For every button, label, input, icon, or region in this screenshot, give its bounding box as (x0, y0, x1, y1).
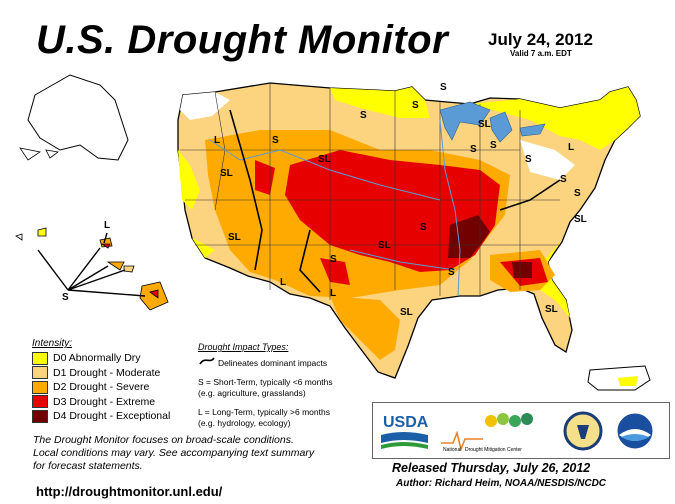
legend-label: D1 Drought - Moderate (53, 366, 161, 379)
svg-text:Drought Mitigation Center: Drought Mitigation Center (465, 447, 522, 453)
legend-swatch (32, 380, 48, 394)
note-line: for forecast statements. (33, 460, 143, 472)
impact-label-s-4: S (440, 82, 447, 93)
impact-label-sl-4: SL (220, 168, 233, 179)
legend-item: D1 Drought - Moderate (32, 366, 222, 381)
map-title: U.S. Drought Monitor (36, 18, 449, 62)
hawaii (15, 227, 169, 311)
impact-label-s-9: S (574, 188, 581, 199)
map-date: July 24, 2012 (488, 30, 593, 49)
note-line: The Drought Monitor focuses on broad-sca… (33, 434, 294, 446)
alaska (27, 74, 129, 161)
legend-item: D0 Abnormally Dry (32, 351, 222, 366)
agency-logos: USDA National Drought Mitigation Center (372, 402, 670, 459)
author-credit: Author: Richard Heim, NOAA/NESDIS/NCDC (396, 478, 607, 489)
hawaii-label-s: S (62, 292, 69, 303)
impact-label-l-3: L (280, 277, 286, 288)
great-lakes (439, 101, 546, 143)
impact-label-s-10: S (330, 254, 337, 265)
intensity-legend: Intensity: D0 Abnormally Dry D1 Drought … (32, 338, 222, 424)
legend-swatch (32, 351, 48, 365)
impact-label-s-1: S (272, 135, 279, 146)
hawaii-label-l: L (104, 220, 110, 231)
commerce-seal (563, 411, 603, 451)
impact-label-s-2: S (360, 110, 367, 121)
impact-label-sl-7: SL (400, 307, 413, 318)
impact-label-l-4: L (330, 288, 336, 299)
impact-short-term: S = Short-Term, typically <6 months (198, 377, 333, 387)
ndmc-logo: National Drought Mitigation Center (441, 413, 533, 453)
legend-swatch (32, 366, 48, 380)
impact-label-s-8: S (560, 174, 567, 185)
impact-label-s-3: S (412, 100, 419, 111)
website-link[interactable]: http://droughtmonitor.unl.edu/ (36, 484, 223, 499)
impact-line-symbol (199, 357, 215, 365)
note-line: Local conditions may vary. See accompany… (33, 447, 315, 459)
impact-label-s-11: S (420, 222, 427, 233)
svg-text:USDA: USDA (383, 414, 429, 431)
legend-item: D4 Drought - Exceptional (32, 409, 222, 424)
legend-label: D0 Abnormally Dry (53, 352, 141, 365)
legend-label: D2 Drought - Severe (53, 381, 150, 394)
impact-label-l-2: L (568, 142, 574, 153)
impact-label-sl-1: SL (318, 154, 331, 165)
release-date: Released Thursday, July 26, 2012 (392, 461, 591, 475)
legend-label: D4 Drought - Exceptional (53, 410, 171, 423)
impact-label-s-7: S (525, 154, 532, 165)
impact-label-sl-2: SL (478, 119, 491, 130)
impact-label-sl-5: SL (228, 232, 241, 243)
noaa-logo (616, 412, 654, 450)
impact-label-s-5: S (470, 144, 477, 155)
impact-label-sl-6: SL (378, 240, 391, 251)
impact-heading: Drought Impact Types: (198, 342, 289, 352)
impact-boundary-text: Delineates dominant impacts (218, 358, 328, 368)
impact-short-term-example: (e.g. agriculture, grasslands) (198, 388, 306, 398)
legend-label: D3 Drought - Extreme (53, 395, 156, 408)
intensity-heading: Intensity: (32, 338, 73, 349)
impact-long-term-example: (e.g. hydrology, ecology) (198, 418, 291, 428)
legend-swatch (32, 395, 48, 409)
impact-types-legend: Drought Impact Types: Delineates dominan… (198, 342, 373, 429)
svg-text:National: National (443, 447, 461, 453)
usda-logo: USDA (381, 414, 429, 449)
impact-label-l-1: L (214, 135, 220, 146)
impact-label-sl-3: SL (574, 214, 587, 225)
impact-long-term: L = Long-Term, typically >6 months (198, 407, 330, 417)
valid-time: Valid 7 a.m. EDT (510, 49, 572, 58)
impact-label-sl-8: SL (545, 304, 558, 315)
disclaimer-note: The Drought Monitor focuses on broad-sca… (33, 434, 353, 473)
impact-label-s-12: S (448, 267, 455, 278)
impact-label-s-6: S (490, 140, 497, 151)
legend-item: D2 Drought - Severe (32, 380, 222, 395)
legend-item: D3 Drought - Extreme (32, 395, 222, 410)
legend-swatch (32, 409, 48, 423)
